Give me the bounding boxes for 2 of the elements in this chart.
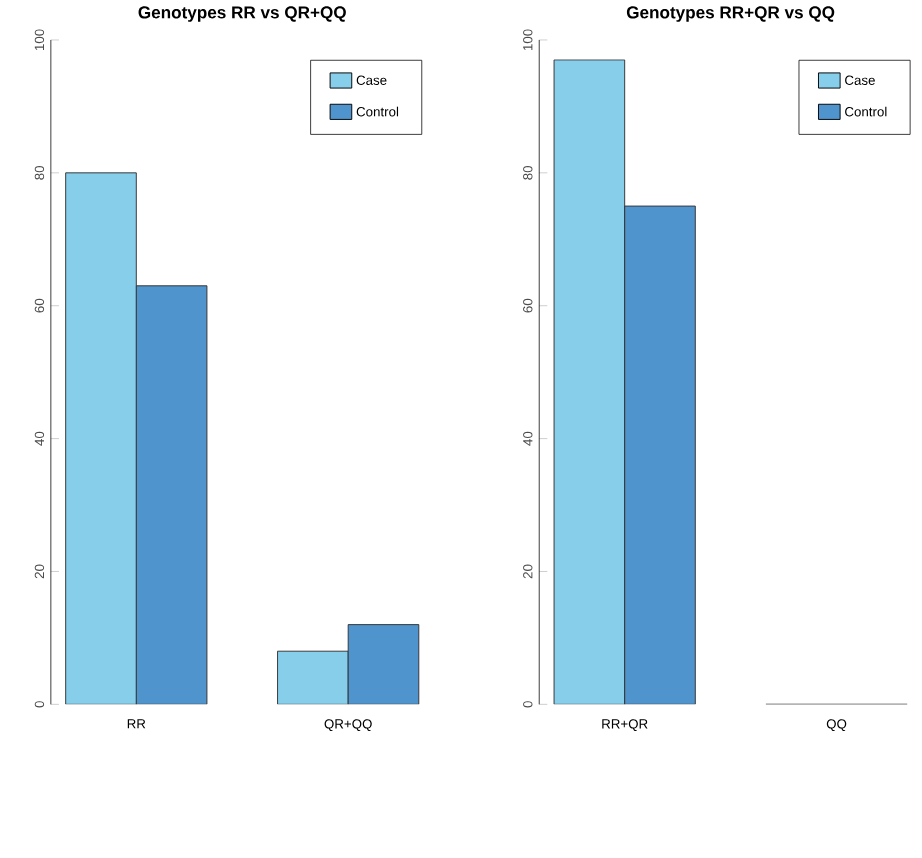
chart-title: Genotypes RR vs QR+QQ: [138, 6, 346, 23]
chart-title: Genotypes RR+QR vs QQ: [626, 6, 835, 23]
